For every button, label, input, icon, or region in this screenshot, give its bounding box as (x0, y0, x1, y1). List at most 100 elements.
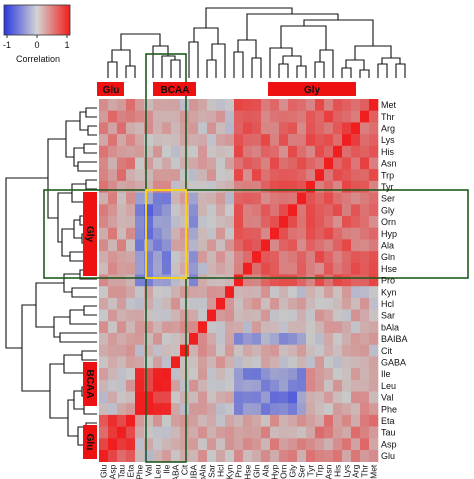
heatmap-cell (198, 450, 208, 462)
row-label: Arg (381, 123, 395, 133)
heatmap-cell (333, 122, 343, 135)
heatmap-cell (189, 180, 199, 193)
heatmap-cell (297, 414, 307, 427)
heatmap-cell (261, 391, 271, 404)
heatmap-cell (261, 356, 271, 369)
heatmap-cell (360, 379, 370, 392)
heatmap-cell (216, 134, 226, 147)
heatmap-cell (189, 192, 199, 205)
heatmap-cell (171, 297, 181, 310)
column-label: Leu (153, 464, 163, 478)
heatmap-cell (324, 333, 334, 345)
heatmap-cell (360, 157, 370, 170)
heatmap-cell (225, 368, 235, 381)
heatmap-cell (135, 262, 145, 275)
row-label: Gly (381, 205, 395, 215)
heatmap-cell (234, 145, 244, 158)
heatmap-cell (288, 333, 298, 345)
heatmap-cell (108, 216, 118, 228)
heatmap-cell (216, 356, 226, 369)
dendrogram-branch (111, 49, 131, 66)
heatmap-cell (270, 356, 280, 369)
heatmap-cell (333, 333, 343, 345)
heatmap-cell (108, 204, 118, 217)
heatmap-cell (342, 344, 352, 357)
heatmap-cell (207, 157, 217, 170)
heatmap-cell (252, 262, 262, 275)
column-label: Sar (207, 465, 217, 478)
heatmap-cell (108, 157, 118, 170)
heatmap-cell (171, 368, 181, 381)
heatmap-cell (333, 239, 343, 252)
dendrogram-branch (303, 19, 374, 46)
row-label: Kyn (381, 287, 397, 297)
heatmap-cell (135, 321, 145, 334)
dendrogram-branch (63, 354, 84, 374)
heatmap-cell (99, 356, 109, 369)
heatmap-cell (189, 145, 199, 158)
heatmap-cell (99, 122, 109, 135)
column-group-bars: Glu BCAA Gly (97, 82, 356, 96)
heatmap-cell (333, 286, 343, 299)
heatmap-cell (108, 251, 118, 264)
heatmap-cell (270, 204, 280, 217)
heatmap-cell (351, 157, 361, 170)
heatmap-cell (180, 227, 190, 240)
heatmap-cell (297, 227, 307, 240)
heatmap-cell (315, 321, 325, 334)
heatmap-cell (315, 391, 325, 404)
heatmap-cell (126, 414, 136, 427)
heatmap-cell (117, 309, 127, 322)
heatmap-cell (306, 321, 316, 334)
heatmap-cell (171, 344, 181, 357)
column-label: Ala (261, 464, 271, 477)
column-label: Ile (162, 464, 172, 473)
heatmap-cell (117, 297, 127, 310)
heatmap-cell (117, 157, 127, 170)
column-label: Asp (108, 464, 118, 479)
heatmap-cell (342, 227, 352, 240)
heatmap-cell (297, 110, 307, 123)
heatmap-cell (108, 438, 118, 451)
heatmap-cell (117, 414, 127, 427)
heatmap-cell (360, 309, 370, 322)
heatmap-cell (144, 286, 154, 299)
heatmap-cell (126, 438, 136, 451)
heatmap-cell (207, 99, 217, 111)
row-label: Asp (381, 439, 397, 449)
heatmap-cell (243, 414, 253, 427)
heatmap-cell (180, 438, 190, 451)
dendrogram-branch (67, 399, 78, 437)
dendrogram-branch (341, 67, 352, 78)
color-key-bar (3, 4, 71, 36)
heatmap-cell (333, 180, 343, 193)
heatmap-cell (216, 379, 226, 392)
heatmap-cell (162, 227, 172, 240)
heatmap-cell (171, 391, 181, 404)
heatmap-cell (180, 426, 190, 439)
heatmap-cell (360, 134, 370, 147)
cluster-highlights (43, 53, 469, 463)
column-group-glu-label: Glu (103, 85, 120, 96)
heatmap-cell (189, 157, 199, 170)
heatmap-cell (243, 204, 253, 217)
heatmap-cell (306, 204, 316, 217)
row-label: Hyp (381, 229, 397, 239)
column-label: bAla (198, 464, 208, 479)
row-label: Hcl (381, 299, 394, 309)
heatmap-cell (153, 110, 163, 123)
heatmap-cell (207, 227, 217, 240)
heatmap-cell (324, 426, 334, 439)
heatmap-cell (333, 368, 343, 381)
heatmap-cell (117, 321, 127, 334)
heatmap-cell (288, 297, 298, 310)
heatmap-cell (162, 368, 172, 381)
heatmap-cell (180, 180, 190, 193)
heatmap-cell (270, 180, 280, 193)
column-label: Gly (288, 464, 298, 478)
heatmap-cell (198, 274, 208, 287)
heatmap-cell (360, 426, 370, 439)
heatmap-cell (324, 251, 334, 264)
heatmap-cell (189, 99, 199, 111)
